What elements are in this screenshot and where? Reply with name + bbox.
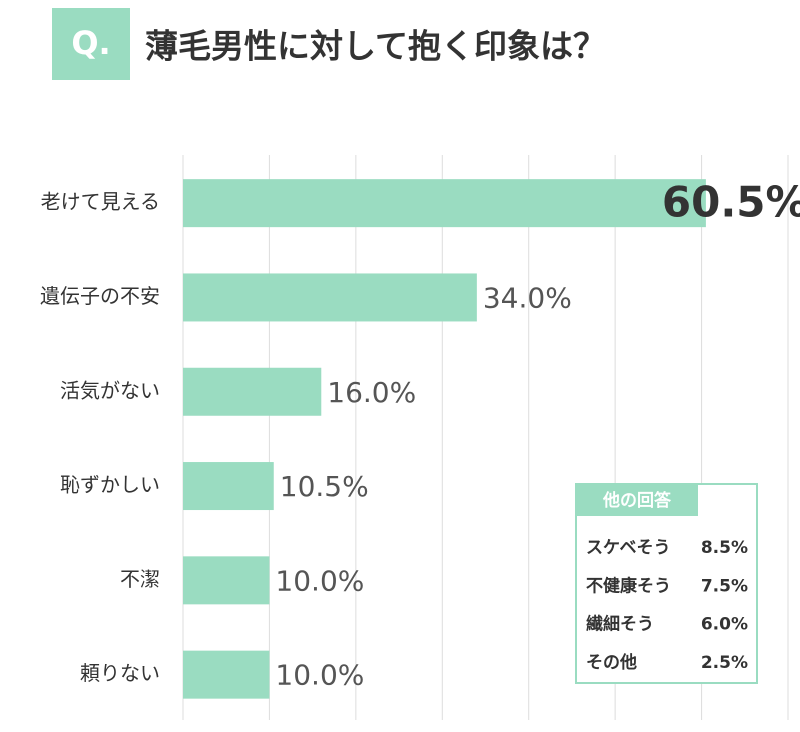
inset-value: 7.5% — [701, 576, 748, 596]
inset-value: 2.5% — [701, 653, 748, 673]
category-label: 老けて見える — [41, 190, 160, 214]
bar — [183, 273, 477, 322]
value-label: 10.5% — [280, 470, 369, 503]
bar — [183, 556, 270, 605]
inset-title: 他の回答 — [602, 490, 672, 511]
chart-title: 薄毛男性に対して抱く印象は？ — [145, 27, 606, 66]
value-label: 34.0% — [483, 281, 572, 314]
inset-label: その他 — [586, 652, 637, 673]
value-label: 10.0% — [275, 564, 364, 597]
value-label: 16.0% — [327, 376, 416, 409]
value-label: 60.5% — [662, 178, 800, 227]
inset-header-bg — [576, 484, 698, 516]
bar — [183, 462, 274, 511]
bar — [183, 650, 270, 699]
inset-label: 繊細そう — [586, 614, 654, 635]
category-label: 恥ずかしい — [60, 473, 160, 497]
bar — [183, 367, 322, 416]
inset-value: 6.0% — [701, 615, 748, 635]
value-label: 10.0% — [275, 659, 364, 692]
inset-label: スケベそう — [586, 538, 671, 558]
inset-value: 8.5% — [701, 538, 748, 558]
title-badge-bg — [52, 8, 130, 80]
category-label: 頼りない — [80, 661, 160, 685]
title-badge: Q. — [71, 24, 110, 62]
inset-label: 不健康そう — [586, 575, 671, 596]
category-label: 活気がない — [60, 378, 160, 402]
category-label: 不潔 — [120, 567, 160, 591]
category-label: 遺伝子の不安 — [40, 284, 160, 308]
bar — [183, 179, 706, 228]
inset-box — [575, 483, 758, 684]
